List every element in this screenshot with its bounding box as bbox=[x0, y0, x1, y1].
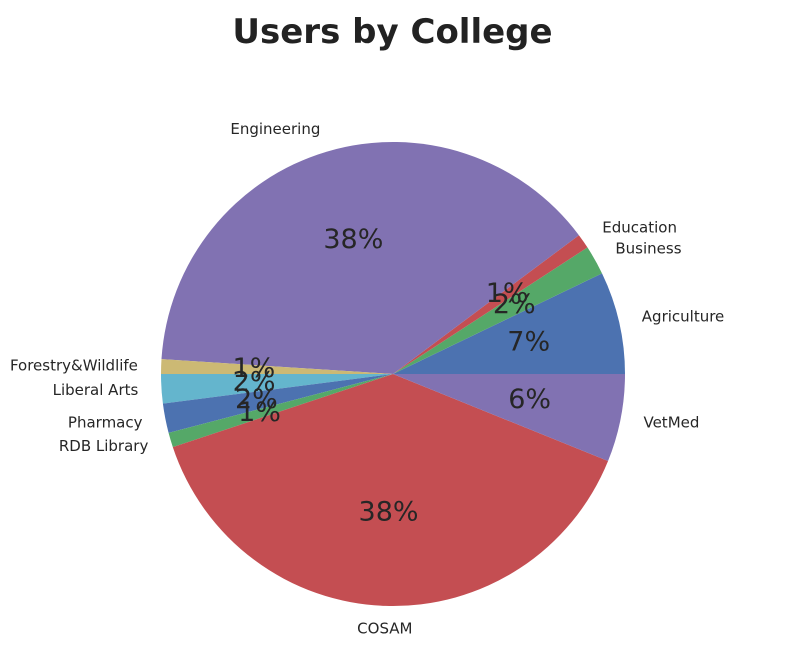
slice-education bbox=[393, 235, 588, 374]
slice-label-education: Education bbox=[602, 218, 677, 236]
pct-label-education: 1% bbox=[486, 278, 529, 309]
slice-forestry-wildlife bbox=[161, 359, 393, 374]
slice-pharmacy bbox=[162, 374, 393, 433]
pct-label-pharmacy: 2% bbox=[235, 384, 278, 415]
pct-label-engineering: 38% bbox=[323, 224, 383, 255]
pct-label-agriculture: 7% bbox=[507, 327, 550, 358]
pct-label-liberal-arts: 2% bbox=[233, 366, 276, 397]
slice-label-cosam: COSAM bbox=[357, 620, 412, 638]
slice-engineering bbox=[161, 141, 579, 374]
slice-label-liberal-arts: Liberal Arts bbox=[53, 381, 139, 399]
slice-label-business: Business bbox=[615, 239, 681, 257]
slice-rdb-library bbox=[168, 374, 393, 448]
slice-label-forestry-wildlife: Forestry&Wildlife bbox=[10, 356, 138, 374]
pct-label-rdb-library: 1% bbox=[238, 397, 281, 428]
slice-vetmed bbox=[393, 374, 625, 462]
slice-business bbox=[393, 247, 603, 374]
pct-label-forestry-wildlife: 1% bbox=[232, 353, 275, 384]
pct-label-business: 2% bbox=[493, 289, 536, 320]
slice-label-engineering: Engineering bbox=[230, 120, 320, 138]
slice-label-pharmacy: Pharmacy bbox=[68, 413, 143, 431]
slice-agriculture bbox=[393, 273, 625, 374]
pct-label-cosam: 38% bbox=[359, 497, 419, 528]
slice-cosam bbox=[172, 374, 609, 606]
slice-label-vetmed: VetMed bbox=[643, 413, 699, 431]
slice-label-agriculture: Agriculture bbox=[642, 308, 725, 326]
pct-label-vetmed: 6% bbox=[508, 384, 551, 415]
slice-liberal-arts bbox=[161, 374, 393, 404]
chart-title: Users by College bbox=[232, 12, 553, 52]
slice-label-rdb-library: RDB Library bbox=[59, 437, 149, 455]
